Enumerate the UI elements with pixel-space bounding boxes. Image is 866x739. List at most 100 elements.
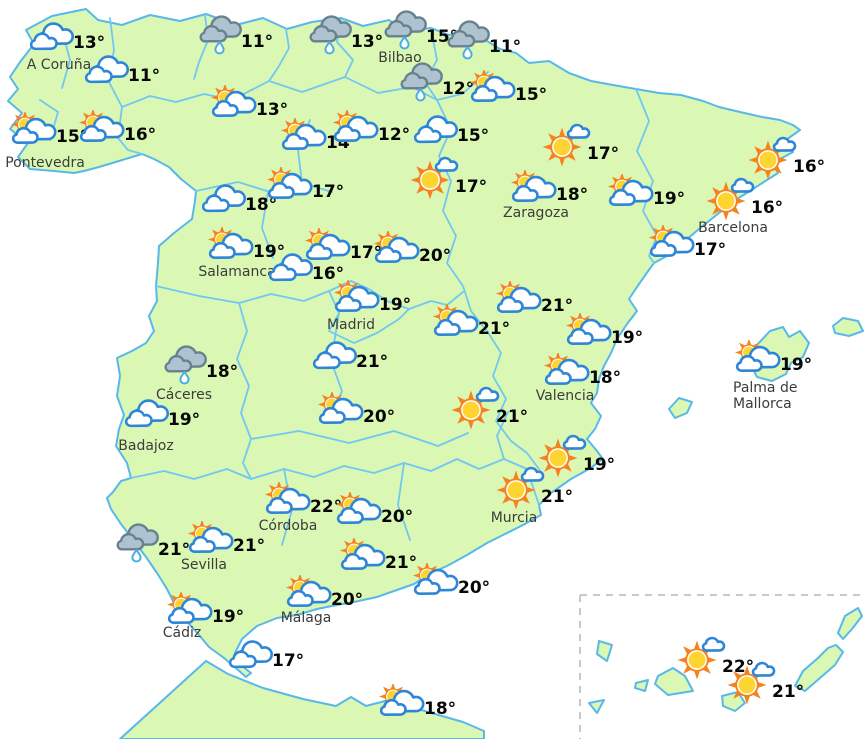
weather-station: 13°	[309, 15, 383, 56]
weather-station: 21°	[494, 281, 573, 316]
weather-station-c-ceres: 18° Cáceres	[156, 345, 238, 403]
temperature-value: 22°	[310, 497, 342, 517]
city-label: Sevilla	[181, 557, 227, 573]
temperature-value: 18°	[206, 362, 238, 382]
temperature-value: 21°	[496, 407, 528, 427]
temperature-value: 21°	[158, 540, 190, 560]
temperature-value: 19°	[653, 189, 685, 209]
weather-station-barcelona: 16° Barcelona	[698, 179, 783, 236]
temperature-value: 19°	[168, 410, 200, 430]
temperature-value: 16°	[124, 125, 156, 145]
temperature-value: 11°	[241, 32, 273, 52]
mostly-sunny-icon	[678, 638, 725, 680]
weather-station: 18°	[377, 684, 456, 719]
city-label: Cádiz	[163, 625, 201, 641]
temperature-value: 13°	[256, 100, 288, 120]
temperature-value: 19°	[253, 242, 285, 262]
temperature-value: 21°	[541, 487, 573, 507]
ibiza-island	[668, 397, 693, 419]
weather-station-badajoz: 19° Badajoz	[118, 398, 200, 454]
weather-station: 13°	[209, 85, 288, 120]
weather-station: 20°	[334, 492, 413, 527]
temperature-value: 18°	[245, 195, 277, 215]
weather-station: 21°	[338, 538, 417, 573]
temperature-value: 21°	[478, 319, 510, 339]
temperature-value: 12°	[442, 79, 474, 99]
city-label: Pontevedra	[5, 155, 85, 171]
weather-station-zaragoza: 18°Zaragoza	[503, 170, 588, 221]
weather-station: 22°	[678, 638, 754, 680]
city-label: Madrid	[327, 317, 375, 333]
weather-station-a-coru-a: 13° A Coruña	[27, 21, 105, 73]
weather-station: 15°	[413, 114, 489, 146]
city-label: Zaragoza	[503, 205, 569, 221]
weather-station: 20°	[372, 231, 451, 266]
temperature-value: 21°	[541, 296, 573, 316]
temperature-value: 16°	[312, 264, 344, 284]
city-label: Barcelona	[698, 220, 768, 236]
weather-station-c-diz: 19° Cádiz	[163, 592, 244, 641]
partly-cloudy-icon	[377, 684, 425, 717]
spain-landmass	[7, 8, 801, 678]
weather-station: 16°	[749, 138, 825, 180]
weather-station: 21°	[312, 340, 388, 372]
temperature-value: 19°	[379, 295, 411, 315]
weather-station: 17°	[543, 125, 619, 167]
temperature-value: 19°	[611, 328, 643, 348]
temperature-value: 21°	[233, 536, 265, 556]
weather-station-sevilla: 21° Sevilla	[181, 521, 265, 573]
temperature-value: 15°	[56, 127, 88, 147]
temperature-value: 18°	[424, 699, 456, 719]
weather-station: 16°	[268, 252, 344, 284]
temperature-value: 21°	[356, 352, 388, 372]
weather-station: 21°	[116, 522, 190, 564]
weather-station: 12°	[400, 61, 474, 103]
city-label: Salamanca	[198, 264, 275, 280]
temperature-value: 20°	[381, 507, 413, 527]
weather-station: 11°	[447, 20, 521, 61]
temperature-value: 17°	[272, 651, 304, 671]
weather-station-m-laga: 20°Málaga	[281, 575, 363, 626]
temperature-value: 17°	[350, 243, 382, 263]
city-label: Badajoz	[118, 438, 173, 454]
temperature-value: 11°	[128, 66, 160, 86]
canary-islands	[588, 607, 863, 714]
temperature-value: 12°	[378, 125, 410, 145]
weather-station: 17°	[228, 639, 304, 671]
temperature-value: 17°	[694, 240, 726, 260]
weather-station-c-rdoba: 22°Córdoba	[259, 482, 342, 534]
temperature-value: 19°	[212, 607, 244, 627]
temperature-value: 18°	[589, 368, 621, 388]
city-label: Cáceres	[156, 387, 212, 403]
city-label: Málaga	[281, 610, 332, 626]
weather-station-madrid: 19°Madrid	[327, 280, 411, 333]
weather-station: 17°	[647, 225, 726, 260]
temperature-value: 16°	[793, 157, 825, 177]
weather-station: 20°	[316, 392, 395, 427]
temperature-value: 17°	[455, 177, 487, 197]
canary-islands-inset-border	[579, 594, 866, 739]
menorca-island	[832, 317, 864, 337]
weather-station-bilbao: 15°Bilbao	[378, 10, 458, 66]
weather-station: 11°	[84, 54, 160, 86]
temperature-value: 17°	[312, 182, 344, 202]
temperature-value: 20°	[419, 246, 451, 266]
temperature-value: 20°	[363, 407, 395, 427]
temperature-value: 17°	[587, 144, 619, 164]
weather-station: 19°	[606, 174, 685, 209]
weather-station: 17°	[411, 158, 487, 200]
city-label: Córdoba	[259, 518, 318, 534]
temperature-value: 11°	[489, 37, 521, 57]
temperature-value: 13°	[351, 32, 383, 52]
temperature-value: 15°	[457, 126, 489, 146]
temperature-value: 20°	[331, 590, 363, 610]
africa-landmass	[119, 660, 485, 739]
temperature-value: 15°	[515, 85, 547, 105]
temperature-value: 19°	[780, 355, 812, 375]
weather-station-valencia: 18°Valencia	[536, 353, 621, 404]
weather-station: 18°	[201, 183, 277, 215]
temperature-value: 20°	[458, 578, 490, 598]
weather-station-murcia: 21°Murcia	[491, 468, 573, 526]
city-label: Palma de Mallorca	[733, 380, 797, 412]
